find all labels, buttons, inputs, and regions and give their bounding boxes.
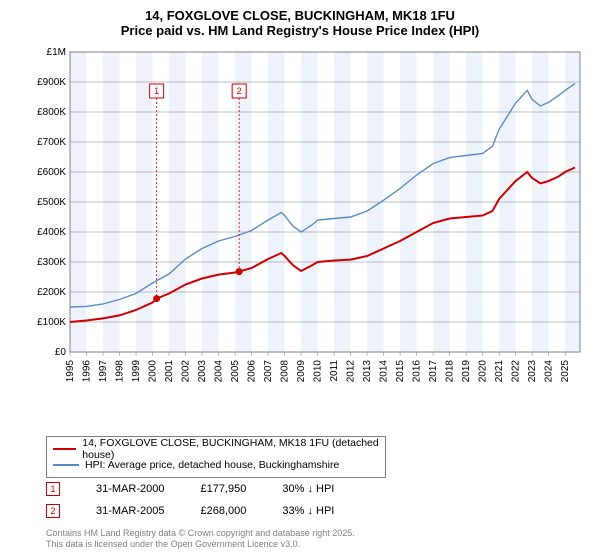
legend-label: HPI: Average price, detached house, Buck… [85, 459, 339, 471]
svg-text:£500K: £500K [37, 197, 66, 208]
svg-text:1: 1 [154, 86, 159, 96]
title-line-1: 14, FOXGLOVE CLOSE, BUCKINGHAM, MK18 1FU [0, 8, 600, 23]
attribution: Contains HM Land Registry data © Crown c… [46, 528, 355, 550]
legend: 14, FOXGLOVE CLOSE, BUCKINGHAM, MK18 1FU… [46, 436, 386, 478]
svg-text:£900K: £900K [37, 77, 66, 88]
legend-item: HPI: Average price, detached house, Buck… [53, 457, 379, 473]
svg-text:2014: 2014 [379, 360, 390, 383]
svg-text:2009: 2009 [296, 360, 307, 383]
svg-text:1999: 1999 [131, 360, 142, 383]
svg-text:£200K: £200K [37, 287, 66, 298]
svg-text:2004: 2004 [214, 360, 225, 383]
legend-item: 14, FOXGLOVE CLOSE, BUCKINGHAM, MK18 1FU… [53, 441, 379, 457]
svg-text:2019: 2019 [461, 360, 472, 383]
sale-marker: 2 [46, 504, 60, 518]
svg-text:2001: 2001 [164, 360, 175, 383]
svg-text:2013: 2013 [362, 360, 373, 383]
legend-swatch [53, 464, 79, 466]
svg-text:2020: 2020 [478, 360, 489, 383]
svg-text:£1M: £1M [47, 47, 66, 58]
svg-text:£700K: £700K [37, 137, 66, 148]
svg-text:1997: 1997 [98, 360, 109, 383]
svg-text:1995: 1995 [65, 360, 76, 383]
svg-text:2000: 2000 [148, 360, 159, 383]
svg-text:2018: 2018 [445, 360, 456, 383]
attribution-line: Contains HM Land Registry data © Crown c… [46, 528, 355, 539]
svg-text:2023: 2023 [527, 360, 538, 383]
attribution-line: This data is licensed under the Open Gov… [46, 539, 355, 550]
sale-date: 31-MAR-2000 [96, 483, 164, 495]
svg-text:£600K: £600K [37, 167, 66, 178]
legend-swatch [53, 448, 76, 450]
svg-text:2008: 2008 [280, 360, 291, 383]
svg-text:1996: 1996 [82, 360, 93, 383]
svg-text:2022: 2022 [511, 360, 522, 383]
svg-text:£800K: £800K [37, 107, 66, 118]
sale-marker: 1 [46, 482, 60, 496]
sale-price: £177,950 [200, 483, 246, 495]
svg-text:2007: 2007 [263, 360, 274, 383]
svg-text:2024: 2024 [544, 360, 555, 383]
svg-text:2002: 2002 [181, 360, 192, 383]
svg-text:2011: 2011 [329, 360, 340, 382]
svg-text:£400K: £400K [37, 227, 66, 238]
sale-price: £268,000 [200, 505, 246, 517]
chart-title: 14, FOXGLOVE CLOSE, BUCKINGHAM, MK18 1FU… [0, 0, 600, 42]
legend-label: 14, FOXGLOVE CLOSE, BUCKINGHAM, MK18 1FU… [82, 437, 379, 461]
svg-text:£0: £0 [55, 347, 67, 358]
svg-text:2015: 2015 [395, 360, 406, 383]
svg-text:2005: 2005 [230, 360, 241, 383]
svg-text:2016: 2016 [412, 360, 423, 383]
title-line-2: Price paid vs. HM Land Registry's House … [0, 23, 600, 38]
svg-text:£300K: £300K [37, 257, 66, 268]
svg-text:£100K: £100K [37, 317, 66, 328]
svg-text:2017: 2017 [428, 360, 439, 383]
sale-delta: 33% ↓ HPI [282, 505, 334, 517]
svg-text:1998: 1998 [115, 360, 126, 383]
chart-area: £0 £100K £200K £300K £400K £500K £600K £700K £80… [30, 42, 590, 402]
sale-delta: 30% ↓ HPI [282, 483, 334, 495]
svg-text:2006: 2006 [247, 360, 258, 383]
svg-text:2003: 2003 [197, 360, 208, 383]
line-chart: £0 £100K £200K £300K £400K £500K £600K £700K £80… [30, 42, 590, 402]
sales-row: 2 31-MAR-2005 £268,000 33% ↓ HPI [46, 500, 334, 522]
sales-table: 1 31-MAR-2000 £177,950 30% ↓ HPI 2 31-MA… [46, 478, 334, 522]
svg-text:2021: 2021 [494, 360, 505, 383]
svg-text:2010: 2010 [313, 360, 324, 383]
sale-date: 31-MAR-2005 [96, 505, 164, 517]
svg-text:2012: 2012 [346, 360, 357, 383]
svg-text:2: 2 [237, 86, 242, 96]
svg-text:2025: 2025 [560, 360, 571, 383]
sales-row: 1 31-MAR-2000 £177,950 30% ↓ HPI [46, 478, 334, 500]
